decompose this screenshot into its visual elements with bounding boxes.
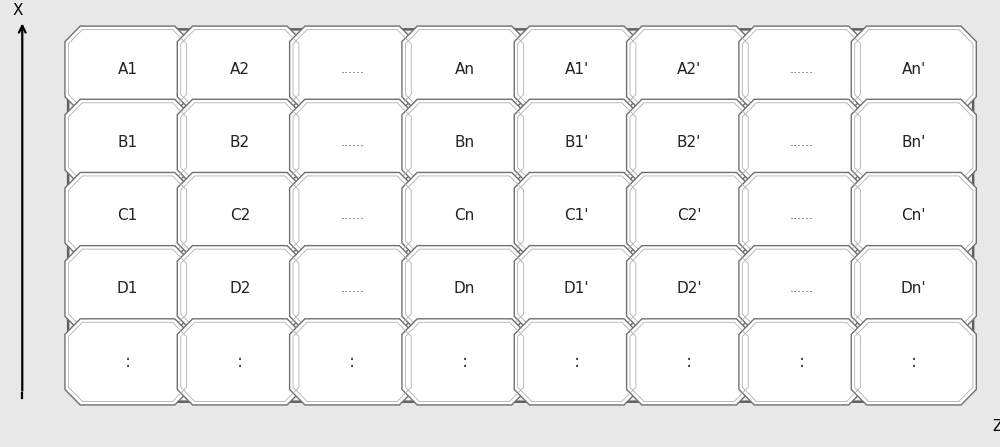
Text: A2: A2 — [230, 62, 250, 77]
Polygon shape — [514, 26, 639, 112]
Text: D1: D1 — [117, 281, 138, 296]
Text: A2': A2' — [677, 62, 701, 77]
Text: ......: ...... — [789, 282, 813, 295]
Polygon shape — [627, 246, 752, 332]
Polygon shape — [402, 26, 527, 112]
Text: ......: ...... — [340, 282, 364, 295]
Text: :: : — [798, 353, 805, 371]
Polygon shape — [177, 173, 302, 259]
Polygon shape — [851, 26, 976, 112]
Text: :: : — [461, 353, 468, 371]
Text: Cn': Cn' — [902, 208, 926, 223]
Text: :: : — [686, 353, 692, 371]
Text: C1': C1' — [565, 208, 589, 223]
Text: :: : — [349, 353, 355, 371]
Text: D2': D2' — [676, 281, 702, 296]
Text: Dn: Dn — [454, 281, 475, 296]
Text: B1: B1 — [117, 135, 138, 150]
Text: An: An — [454, 62, 474, 77]
Text: An': An' — [902, 62, 926, 77]
Text: :: : — [124, 353, 131, 371]
Polygon shape — [402, 246, 527, 332]
Polygon shape — [851, 246, 976, 332]
Polygon shape — [177, 26, 302, 112]
Text: :: : — [237, 353, 243, 371]
Text: Dn': Dn' — [901, 281, 927, 296]
Polygon shape — [177, 99, 302, 186]
Polygon shape — [739, 99, 864, 186]
Text: D2: D2 — [229, 281, 251, 296]
Text: A1': A1' — [565, 62, 589, 77]
Polygon shape — [290, 26, 415, 112]
Text: ......: ...... — [340, 136, 364, 149]
Polygon shape — [627, 99, 752, 186]
Polygon shape — [290, 173, 415, 259]
Polygon shape — [402, 173, 527, 259]
Polygon shape — [65, 173, 190, 259]
Polygon shape — [402, 99, 527, 186]
Polygon shape — [851, 319, 976, 405]
Polygon shape — [65, 319, 190, 405]
Text: Z: Z — [992, 419, 1000, 434]
Polygon shape — [65, 99, 190, 186]
Polygon shape — [514, 173, 639, 259]
Text: ......: ...... — [789, 136, 813, 149]
Text: B2': B2' — [677, 135, 701, 150]
Polygon shape — [739, 26, 864, 112]
Polygon shape — [739, 246, 864, 332]
Polygon shape — [514, 246, 639, 332]
Text: C1: C1 — [117, 208, 138, 223]
Text: C2': C2' — [677, 208, 701, 223]
Polygon shape — [851, 173, 976, 259]
Polygon shape — [290, 319, 415, 405]
Polygon shape — [627, 319, 752, 405]
Polygon shape — [739, 173, 864, 259]
Text: :: : — [574, 353, 580, 371]
Polygon shape — [851, 99, 976, 186]
Polygon shape — [290, 99, 415, 186]
Polygon shape — [290, 246, 415, 332]
Text: B2: B2 — [230, 135, 250, 150]
Polygon shape — [65, 26, 190, 112]
Text: Bn': Bn' — [902, 135, 926, 150]
Text: A1: A1 — [117, 62, 137, 77]
Polygon shape — [402, 319, 527, 405]
Polygon shape — [514, 319, 639, 405]
Text: :: : — [911, 353, 917, 371]
Polygon shape — [65, 246, 190, 332]
Text: D1': D1' — [564, 281, 590, 296]
Text: ......: ...... — [340, 63, 364, 76]
Text: ......: ...... — [789, 209, 813, 222]
Text: C2: C2 — [230, 208, 250, 223]
Text: B1': B1' — [565, 135, 589, 150]
Polygon shape — [739, 319, 864, 405]
Polygon shape — [68, 30, 973, 402]
Polygon shape — [177, 246, 302, 332]
Text: X: X — [12, 3, 23, 18]
Text: ......: ...... — [789, 63, 813, 76]
Polygon shape — [627, 173, 752, 259]
Polygon shape — [514, 99, 639, 186]
Polygon shape — [177, 319, 302, 405]
Text: Cn: Cn — [454, 208, 475, 223]
Text: Bn: Bn — [454, 135, 475, 150]
Polygon shape — [627, 26, 752, 112]
Text: ......: ...... — [340, 209, 364, 222]
